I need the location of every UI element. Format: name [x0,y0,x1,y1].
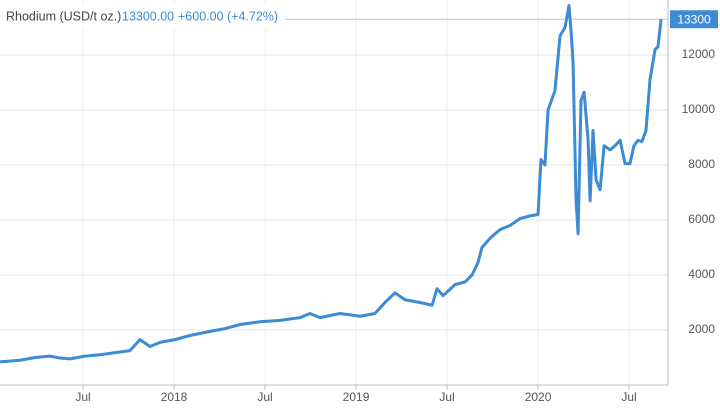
x-tick-label: 2019 [343,390,370,404]
last-value-badge [670,10,718,29]
x-tick-label: Jul [75,390,90,404]
last-price: 13300.00 [122,9,174,23]
y-tick-label: 4000 [688,267,715,281]
last-value-label: 13300 [677,12,711,26]
grid [0,0,668,385]
x-tick-label: Jul [439,390,454,404]
y-tick-label: 10000 [682,102,716,116]
x-tick-label: Jul [621,390,636,404]
x-tick-label: Jul [257,390,272,404]
price-line [0,4,663,364]
y-tick-label: 8000 [688,157,715,171]
x-tick-label: 2018 [161,390,188,404]
y-tick-label: 12000 [682,47,716,61]
price-change: +600.00 (+4.72%) [178,9,278,23]
y-tick-label: 2000 [688,322,715,336]
chart-title: Rhodium (USD/t oz.) [6,9,121,23]
header-bg [0,4,285,28]
y-tick-label: 6000 [688,212,715,226]
x-tick-label: 2020 [525,390,552,404]
